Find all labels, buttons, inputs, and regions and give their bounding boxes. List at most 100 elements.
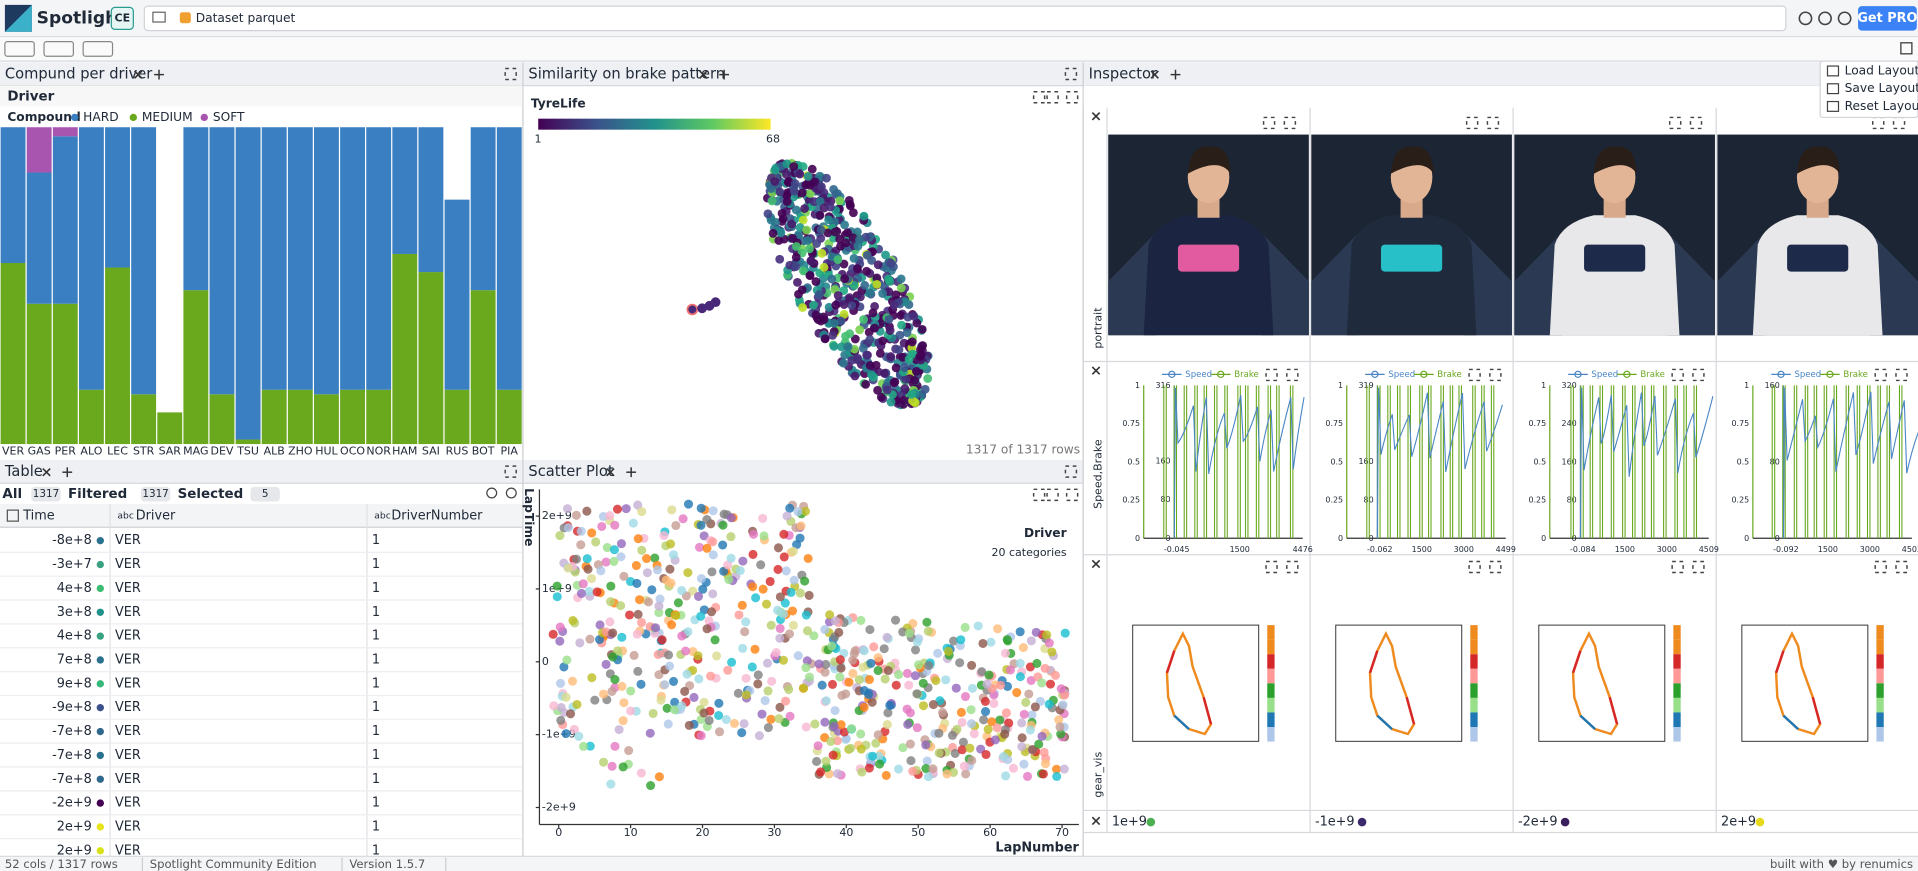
scatter-point [587,574,597,584]
legend-title: Driver [1024,526,1067,540]
gear-colorbar [1267,668,1275,684]
x-tick-label: ALB [264,444,285,457]
scatter-point [599,757,609,767]
gear-colorbar [1267,654,1275,669]
column-header[interactable]: DriverNumber [391,509,483,524]
scatter-point [644,597,654,607]
scatter-point [779,529,789,539]
cell-dot [96,560,104,569]
scatter-point [774,714,784,724]
column-header[interactable]: Driver [136,509,176,524]
count-label[interactable]: All [2,487,22,502]
y-tick-label: 319 [1359,381,1374,390]
scatter-point [741,690,751,700]
scatter-point [922,617,932,627]
settings-icon[interactable] [505,487,517,499]
menu-item[interactable]: Save Layout [1845,81,1918,95]
scatter-point [694,674,704,684]
tab-label[interactable]: Table [4,463,43,480]
scatter-point [1001,708,1011,718]
scatter-point [981,749,991,760]
count-value: 5 [262,488,269,500]
scatter-point [1001,771,1011,781]
tab-label[interactable]: Similarity on brake pattern [528,66,725,83]
scatter-point [653,649,663,660]
scatter-point [636,617,647,628]
header-icon[interactable] [1837,11,1852,26]
embedding-point [792,242,801,251]
menu-item[interactable]: Reset Layout [1845,99,1918,113]
embedding-point [836,241,845,251]
scatter-point [618,716,628,726]
gear-colorbar [1876,683,1884,698]
scatter-point [846,743,856,753]
scatter-point [982,679,992,689]
x-tick-label: -0.084 [1570,545,1596,554]
scatter-point [981,707,991,717]
scatter-point [959,761,969,771]
tab-row [1083,62,1918,86]
scatter-point [938,707,948,717]
scatter-point [652,565,663,575]
x-tick-label: OCO [340,444,365,457]
cell: 1 [372,724,380,739]
scatter-point [664,650,674,660]
scatter-point [969,729,979,739]
tab-label[interactable]: Compund per driver [5,66,153,83]
header-icon[interactable] [1818,11,1832,26]
cell: 3e+8 [57,605,92,620]
tab-label[interactable]: Inspector [1089,66,1158,83]
scatter-point [669,676,679,686]
count-label[interactable]: Filtered [68,487,127,502]
y-tick-label: 0.5 [1330,457,1343,466]
pro-label[interactable]: Get PRO [1857,11,1917,26]
scatter-point [569,724,579,734]
x-tick-label: 3000 [1657,545,1677,554]
scatter-point [1023,771,1033,781]
scatter-point [578,579,588,589]
cell: 9e+8 [57,676,92,691]
scatter-point [680,686,690,696]
embedding-point [840,220,850,230]
suit-logo [1787,244,1849,272]
scatter-point [631,560,641,571]
cell: 1 [372,581,380,596]
scatter-point [609,556,619,566]
scatter-point [804,590,814,600]
scatter-point [856,729,866,739]
scatter-point [1041,759,1051,769]
embedding-point [805,271,815,281]
hair [1390,146,1434,174]
brake-line [1771,385,1903,539]
embedding-point [766,184,776,193]
gear-colorbar [1673,639,1681,655]
driver-body [1346,215,1477,336]
visibility-icon[interactable] [486,487,498,499]
scatter-point [921,740,931,750]
embedding-point [912,318,922,328]
embedding-point [917,325,927,334]
scatter-point [800,576,810,586]
scatter-point [767,676,777,686]
expand-icon [504,67,517,81]
embedding-point [889,378,899,388]
scatter-point [671,611,681,621]
embedding-point [853,264,862,273]
scatter-point [821,756,831,766]
embedding-point [803,236,813,245]
tab-label[interactable]: Scatter Plot [528,463,613,480]
x-tick-label: 50 [911,826,925,839]
scatter-point [1019,709,1029,719]
expand-icon [1671,368,1684,382]
scatter-point [735,566,745,576]
gear-colorbar [1470,654,1478,669]
x-tick-label: HAM [392,444,417,457]
menu-item[interactable]: Load Layout [1845,63,1918,77]
close-icon [1091,559,1101,569]
embedding-point [831,300,841,310]
legend-label: SOFT [213,110,245,124]
gear-colorbar [1470,668,1478,684]
header-icon[interactable] [1798,11,1813,26]
column-header[interactable]: Time [22,509,54,524]
count-label[interactable]: Selected [178,487,244,502]
